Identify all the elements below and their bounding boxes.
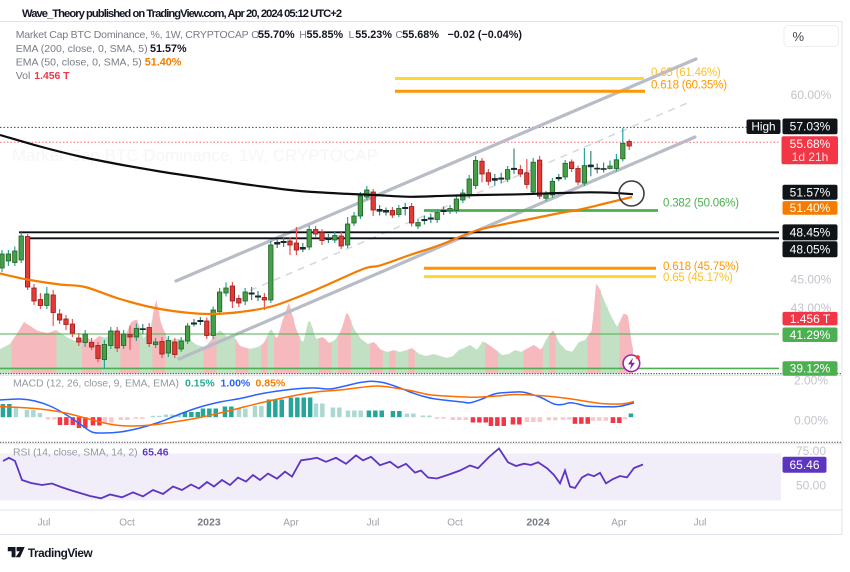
svg-text:Wave_Theory published on Tradi: Wave_Theory published on TradingView.com… (22, 8, 342, 20)
svg-text:51.57%: 51.57% (790, 185, 831, 199)
svg-text:−0.02 (−0.04%): −0.02 (−0.04%) (448, 29, 523, 41)
svg-text:Jul: Jul (367, 518, 380, 529)
svg-text:EMA (50, close, 0, SMA, 5): EMA (50, close, 0, SMA, 5) (16, 56, 142, 68)
svg-text:EMA (200, close, 0, SMA, 5): EMA (200, close, 0, SMA, 5) (16, 43, 148, 55)
svg-text:1d 21h: 1d 21h (792, 150, 829, 164)
svg-text:43.00%: 43.00% (791, 301, 832, 315)
svg-text:Apr: Apr (283, 518, 299, 529)
svg-text:Oct: Oct (447, 518, 463, 529)
svg-text:2023: 2023 (197, 517, 221, 529)
svg-text:2024: 2024 (526, 517, 550, 529)
svg-text:65.46: 65.46 (789, 458, 819, 472)
svg-text:60.00%: 60.00% (791, 88, 832, 102)
svg-text:Vol: Vol (16, 70, 31, 82)
svg-text:C: C (395, 29, 403, 41)
svg-text:48.45%: 48.45% (790, 226, 831, 240)
svg-text:RSI (14, close, SMA, 14, 2): RSI (14, close, SMA, 14, 2) (13, 447, 138, 459)
svg-text:Market Cap BTC Dominance, 1W,: Market Cap BTC Dominance, 1W, CRYPTOCAP (12, 146, 378, 165)
svg-text:%: % (793, 29, 805, 44)
svg-text:75.00: 75.00 (796, 444, 826, 458)
svg-text:51.57%: 51.57% (150, 43, 187, 55)
svg-text:MACD (12, 26, close, 9, EMA, E: MACD (12, 26, close, 9, EMA, EMA) (13, 378, 179, 390)
svg-text:TradingView: TradingView (28, 546, 94, 560)
svg-text:55.85%: 55.85% (307, 29, 344, 41)
svg-text:0.15%: 0.15% (185, 378, 215, 390)
svg-text:57.03%: 57.03% (790, 120, 831, 134)
svg-text:55.68%: 55.68% (402, 29, 439, 41)
svg-text:45.00%: 45.00% (791, 273, 832, 287)
svg-text:0.85%: 0.85% (256, 378, 286, 390)
svg-text:1.00%: 1.00% (221, 378, 251, 390)
svg-text:0.618 (60.35%): 0.618 (60.35%) (651, 80, 727, 92)
svg-text:Market Cap BTC Dominance, %, 1: Market Cap BTC Dominance, %, 1W, CRYPTOC… (16, 29, 249, 41)
svg-text:41.29%: 41.29% (790, 328, 831, 342)
svg-text:1.456 T: 1.456 T (790, 312, 831, 326)
svg-text:65.46: 65.46 (142, 447, 168, 459)
svg-text:High: High (751, 120, 775, 134)
svg-text:Jul: Jul (38, 518, 51, 529)
svg-text:0.65 (61.46%): 0.65 (61.46%) (651, 67, 721, 79)
svg-text:55.68%: 55.68% (790, 137, 831, 151)
svg-text:51.40%: 51.40% (145, 56, 182, 68)
svg-text:51.40%: 51.40% (790, 201, 831, 215)
svg-text:50.00: 50.00 (796, 479, 826, 493)
svg-text:Jul: Jul (694, 518, 707, 529)
svg-text:0.65 (45.17%): 0.65 (45.17%) (663, 272, 733, 284)
svg-text:L: L (349, 29, 355, 41)
svg-text:48.05%: 48.05% (790, 242, 831, 256)
svg-text:1.456 T: 1.456 T (34, 71, 70, 82)
svg-text:0.00%: 0.00% (794, 414, 828, 428)
svg-text:39.12%: 39.12% (790, 362, 831, 376)
svg-text:Oct: Oct (119, 518, 135, 529)
svg-text:H: H (299, 29, 307, 41)
svg-text:55.23%: 55.23% (355, 29, 392, 41)
svg-text:Apr: Apr (611, 518, 627, 529)
svg-text:O: O (251, 29, 259, 41)
svg-text:55.70%: 55.70% (258, 29, 295, 41)
svg-text:0.382 (50.06%): 0.382 (50.06%) (663, 198, 739, 210)
svg-text:0.618 (45.75%): 0.618 (45.75%) (663, 261, 739, 273)
svg-text:2.00%: 2.00% (794, 374, 828, 388)
